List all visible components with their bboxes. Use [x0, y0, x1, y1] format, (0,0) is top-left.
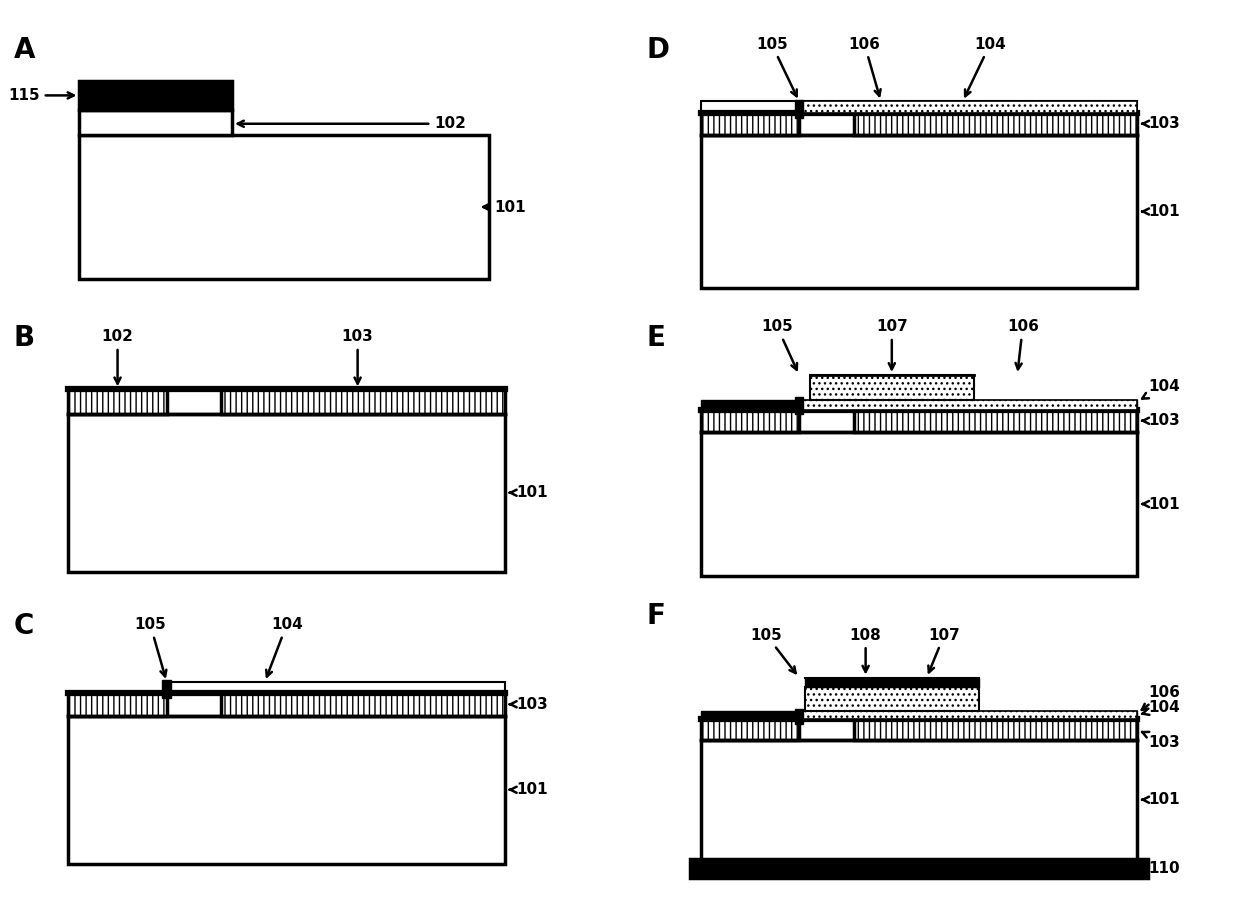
- Text: 103: 103: [1142, 732, 1180, 750]
- Bar: [162, 680, 171, 698]
- Text: D: D: [646, 36, 670, 64]
- Bar: [701, 719, 799, 740]
- Text: 103: 103: [510, 697, 548, 712]
- Text: 104: 104: [1142, 379, 1180, 399]
- Bar: [799, 102, 1137, 112]
- Text: C: C: [14, 612, 35, 640]
- Bar: [805, 687, 980, 711]
- Text: 105: 105: [761, 320, 797, 370]
- Text: 101: 101: [510, 782, 548, 797]
- Bar: [853, 112, 1137, 135]
- Bar: [701, 400, 1137, 410]
- Bar: [701, 740, 1137, 860]
- Text: 104: 104: [965, 37, 1006, 96]
- Text: B: B: [14, 324, 35, 352]
- Text: 104: 104: [1142, 699, 1180, 715]
- Text: 103: 103: [1142, 413, 1180, 428]
- Bar: [853, 719, 1137, 740]
- Bar: [795, 100, 804, 118]
- Bar: [68, 716, 505, 864]
- Text: 101: 101: [484, 200, 526, 214]
- Bar: [68, 414, 505, 572]
- Text: 110: 110: [1142, 861, 1180, 876]
- Text: 104: 104: [267, 617, 303, 677]
- Bar: [701, 711, 1137, 719]
- Bar: [68, 693, 166, 716]
- Bar: [810, 375, 973, 400]
- Text: 106: 106: [848, 37, 880, 96]
- Bar: [701, 112, 799, 135]
- Text: 102: 102: [238, 116, 466, 131]
- Text: 105: 105: [134, 617, 166, 677]
- Text: 101: 101: [1142, 792, 1180, 807]
- Text: 103: 103: [1142, 116, 1180, 131]
- Bar: [799, 400, 1137, 410]
- Text: 101: 101: [1142, 204, 1180, 219]
- Bar: [701, 410, 799, 432]
- Text: 108: 108: [849, 627, 882, 672]
- Text: 107: 107: [929, 627, 960, 672]
- Text: 101: 101: [510, 485, 548, 500]
- Bar: [166, 682, 505, 693]
- Bar: [79, 111, 232, 135]
- Text: A: A: [14, 36, 36, 64]
- Bar: [701, 432, 1137, 576]
- Text: 106: 106: [1007, 320, 1039, 369]
- Bar: [79, 81, 232, 111]
- Bar: [221, 390, 505, 414]
- Text: F: F: [646, 602, 665, 630]
- Bar: [68, 390, 166, 414]
- Bar: [853, 410, 1137, 432]
- Text: 102: 102: [102, 329, 134, 383]
- Text: 103: 103: [342, 329, 373, 383]
- Bar: [795, 709, 804, 724]
- Bar: [701, 102, 1137, 112]
- Bar: [795, 398, 804, 414]
- Bar: [79, 135, 489, 279]
- Bar: [221, 693, 505, 716]
- Text: 101: 101: [1142, 497, 1180, 511]
- Text: 115: 115: [9, 88, 74, 103]
- Text: 107: 107: [875, 320, 908, 369]
- Bar: [805, 678, 980, 687]
- Bar: [689, 860, 1148, 878]
- Bar: [799, 711, 1137, 719]
- Text: 105: 105: [756, 37, 797, 96]
- Text: E: E: [646, 324, 665, 352]
- Text: 105: 105: [750, 627, 796, 673]
- Text: 106: 106: [1142, 685, 1180, 710]
- Bar: [701, 135, 1137, 288]
